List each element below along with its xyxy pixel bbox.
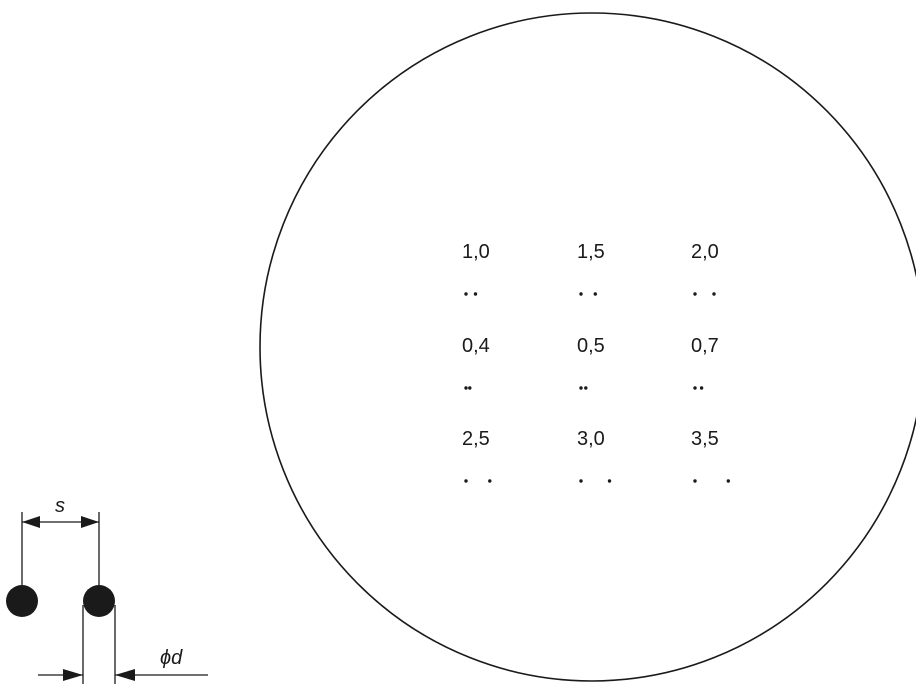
dot-right (584, 386, 588, 390)
spacing-label: 2,5 (462, 428, 490, 450)
dot-right (712, 292, 716, 296)
dot-left (579, 479, 583, 483)
legend-dot-left (6, 585, 38, 617)
dot-right (699, 386, 704, 390)
legend-figure: s ϕd (6, 495, 208, 684)
dot-left (579, 386, 583, 390)
dot-right (607, 479, 612, 483)
spacing-label: 1,5 (577, 241, 605, 263)
reticle-circle (259, 12, 916, 682)
spacing-label: 3,0 (577, 428, 605, 450)
dot-right (473, 292, 478, 296)
spacing-label: 0,4 (462, 335, 490, 357)
diameter-arrow-left (63, 669, 83, 681)
dot-left (693, 386, 697, 390)
dot-right (726, 479, 730, 483)
diameter-label: ϕd (160, 647, 183, 669)
diameter-arrow-right (115, 669, 135, 681)
dot-right (593, 292, 597, 296)
dot-left (464, 292, 468, 296)
spacing-label: 0,5 (577, 335, 605, 357)
legend-dot-right (83, 585, 115, 617)
dot-left (464, 386, 468, 390)
spacing-label: 1,0 (462, 241, 490, 263)
dot-left (579, 292, 583, 296)
spacing-label: 3,5 (691, 428, 719, 450)
spacing-label: s (55, 495, 65, 517)
dot-left (693, 479, 697, 483)
dot-pair-grid: 1,0 1,5 2,0 0,4 0,5 0,7 2,5 3,0 3,5 (462, 241, 730, 483)
spacing-label: 2,0 (691, 241, 719, 263)
spacing-label: 0,7 (691, 335, 719, 357)
dot-left (693, 292, 697, 296)
dot-left (464, 479, 468, 483)
spacing-arrow-left (22, 516, 40, 528)
dot-right (468, 386, 472, 390)
spacing-arrow-right (81, 516, 99, 528)
dot-right (488, 479, 492, 483)
